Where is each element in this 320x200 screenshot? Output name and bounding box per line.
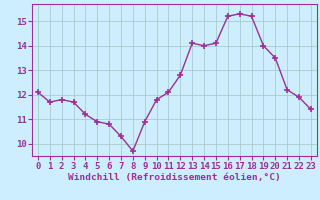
X-axis label: Windchill (Refroidissement éolien,°C): Windchill (Refroidissement éolien,°C) xyxy=(68,173,281,182)
